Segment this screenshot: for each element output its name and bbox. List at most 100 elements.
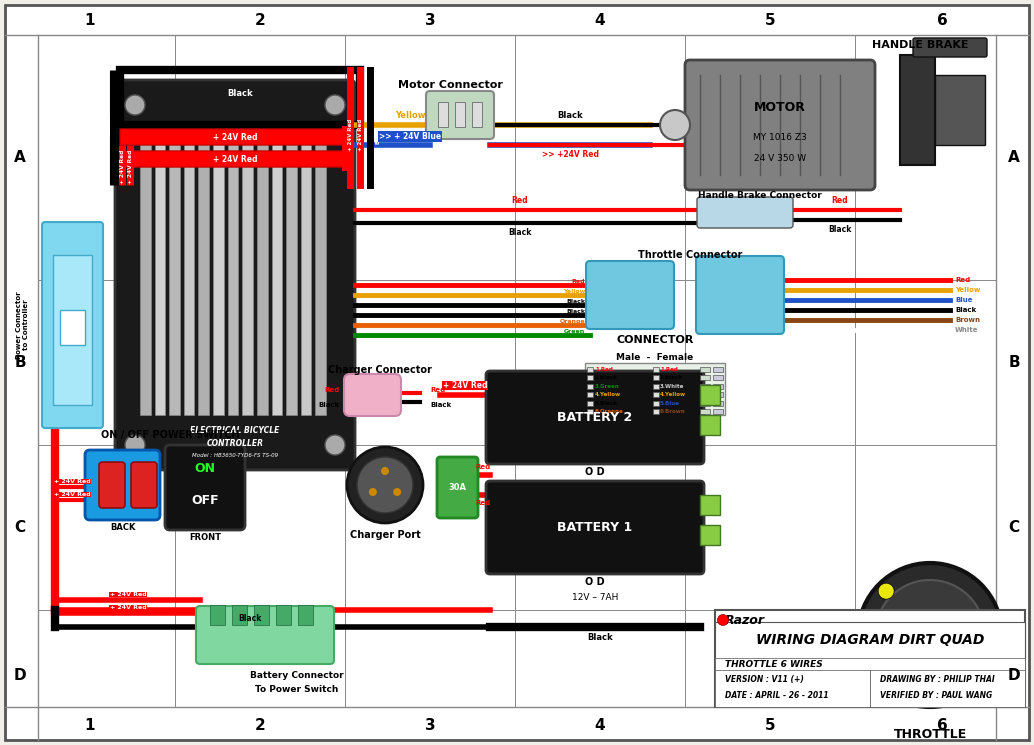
Bar bbox=[155, 135, 165, 415]
Text: + 24V Red: + 24V Red bbox=[213, 133, 257, 142]
Bar bbox=[700, 495, 720, 515]
Bar bbox=[713, 375, 723, 380]
FancyBboxPatch shape bbox=[696, 256, 784, 334]
Text: Black: Black bbox=[557, 111, 583, 120]
Text: THROTTLE: THROTTLE bbox=[893, 729, 967, 741]
Text: Red: Red bbox=[476, 500, 490, 506]
Text: 2.Black: 2.Black bbox=[595, 375, 618, 380]
Text: 5: 5 bbox=[765, 13, 776, 28]
Bar bbox=[653, 392, 659, 397]
Bar bbox=[298, 605, 313, 625]
Bar bbox=[653, 409, 659, 414]
FancyBboxPatch shape bbox=[685, 60, 875, 190]
Text: 4: 4 bbox=[595, 13, 605, 28]
Text: ELECTRICAL BICYCLE: ELECTRICAL BICYCLE bbox=[190, 425, 279, 434]
Text: OFF: OFF bbox=[191, 493, 219, 507]
FancyBboxPatch shape bbox=[115, 80, 355, 470]
Text: WIRING DIAGRAM DIRT QUAD: WIRING DIAGRAM DIRT QUAD bbox=[756, 633, 984, 647]
FancyBboxPatch shape bbox=[131, 462, 157, 508]
Text: Black: Black bbox=[587, 633, 613, 642]
Circle shape bbox=[858, 563, 1002, 707]
Text: DATE : APRIL - 26 - 2011: DATE : APRIL - 26 - 2011 bbox=[725, 691, 828, 700]
Text: Black: Black bbox=[828, 225, 852, 234]
Bar bbox=[653, 401, 659, 405]
Circle shape bbox=[660, 110, 690, 140]
FancyBboxPatch shape bbox=[196, 606, 334, 664]
Text: HANDLE BRAKE: HANDLE BRAKE bbox=[872, 40, 968, 50]
Bar bbox=[587, 392, 594, 397]
Text: 6.Brown: 6.Brown bbox=[660, 409, 686, 414]
Text: 6: 6 bbox=[937, 13, 947, 28]
Bar bbox=[213, 135, 223, 415]
Text: Green: Green bbox=[564, 329, 585, 334]
Text: + 24V Red: + 24V Red bbox=[443, 381, 487, 390]
Bar bbox=[301, 135, 311, 415]
Bar bbox=[713, 409, 723, 414]
Text: CONTROLLER: CONTROLLER bbox=[207, 439, 264, 448]
Text: FRONT: FRONT bbox=[189, 533, 221, 542]
Text: Black: Black bbox=[318, 402, 340, 408]
Text: Red: Red bbox=[831, 196, 848, 205]
Text: THROTTLE 6 WIRES: THROTTLE 6 WIRES bbox=[725, 660, 823, 669]
Bar bbox=[227, 135, 238, 415]
Bar bbox=[455, 102, 465, 127]
FancyBboxPatch shape bbox=[913, 38, 987, 57]
Bar bbox=[714, 621, 1025, 659]
Text: Charger Connector: Charger Connector bbox=[328, 365, 432, 375]
Text: Black: Black bbox=[566, 309, 585, 314]
Text: A: A bbox=[1008, 150, 1020, 165]
Text: MY 1016 Z3: MY 1016 Z3 bbox=[753, 133, 807, 142]
Text: D: D bbox=[13, 668, 26, 682]
Bar bbox=[315, 135, 326, 415]
Text: + 24V Red: + 24V Red bbox=[127, 150, 132, 184]
Bar bbox=[700, 401, 710, 405]
Text: VERIFIED BY : PAUL WANG: VERIFIED BY : PAUL WANG bbox=[880, 691, 993, 700]
Text: Black: Black bbox=[238, 614, 262, 623]
Text: + 24V Red: + 24V Red bbox=[120, 150, 124, 184]
FancyBboxPatch shape bbox=[42, 222, 103, 428]
Text: BACK: BACK bbox=[110, 522, 135, 531]
Circle shape bbox=[125, 95, 145, 115]
Circle shape bbox=[369, 488, 376, 496]
FancyBboxPatch shape bbox=[344, 374, 401, 416]
Text: + 24V Red: + 24V Red bbox=[54, 492, 90, 497]
Text: Yellow: Yellow bbox=[955, 287, 980, 293]
Bar bbox=[700, 525, 720, 545]
FancyBboxPatch shape bbox=[586, 261, 674, 329]
Text: 5.Blue: 5.Blue bbox=[660, 401, 680, 405]
Text: B: B bbox=[1008, 355, 1020, 370]
Text: Razor: Razor bbox=[725, 613, 765, 627]
Circle shape bbox=[347, 447, 423, 523]
Bar bbox=[587, 384, 594, 388]
Text: Throttle Connector: Throttle Connector bbox=[638, 250, 742, 260]
FancyBboxPatch shape bbox=[486, 371, 704, 464]
Text: Black: Black bbox=[227, 89, 252, 98]
Bar bbox=[700, 367, 710, 372]
Bar bbox=[184, 135, 194, 415]
Text: 6.Orange: 6.Orange bbox=[595, 409, 624, 414]
Text: Power Connector
to Controller: Power Connector to Controller bbox=[16, 291, 29, 359]
Bar bbox=[713, 384, 723, 388]
Text: Red: Red bbox=[572, 279, 585, 284]
Bar bbox=[199, 135, 209, 415]
Text: BATTERY 2: BATTERY 2 bbox=[557, 411, 633, 424]
Bar bbox=[700, 415, 720, 435]
Bar bbox=[713, 392, 723, 397]
Text: O D: O D bbox=[585, 467, 605, 477]
Text: + 24V Red: + 24V Red bbox=[358, 119, 363, 151]
Text: Model : HB3650-TYD6-FS TS-09: Model : HB3650-TYD6-FS TS-09 bbox=[192, 452, 278, 457]
Text: 3: 3 bbox=[425, 13, 435, 28]
Bar bbox=[286, 135, 297, 415]
Text: >> + 24V Blue: >> + 24V Blue bbox=[378, 132, 442, 141]
Bar bbox=[870, 670, 1025, 707]
Text: Brown: Brown bbox=[955, 317, 980, 323]
Circle shape bbox=[325, 95, 345, 115]
Text: B: B bbox=[14, 355, 26, 370]
FancyBboxPatch shape bbox=[426, 91, 494, 139]
Text: 1: 1 bbox=[85, 13, 95, 28]
FancyBboxPatch shape bbox=[697, 197, 793, 228]
Text: O D: O D bbox=[585, 577, 605, 587]
Text: 4.Yellow: 4.Yellow bbox=[595, 392, 621, 397]
Text: 4: 4 bbox=[595, 717, 605, 732]
Bar bbox=[700, 384, 710, 388]
